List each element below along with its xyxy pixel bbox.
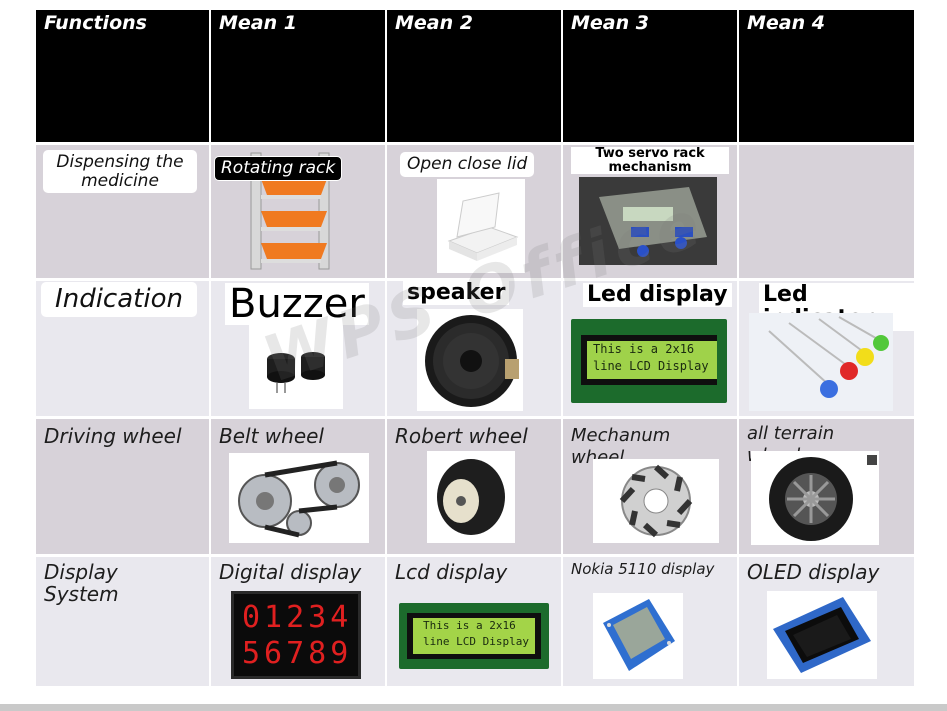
function-indication-cell: Indication: [36, 281, 209, 416]
function-dispensing-label: Dispensing the medicine: [44, 151, 196, 193]
function-dispensing-cell: Dispensing the medicine: [36, 145, 209, 278]
nokia-display-cell: Nokia 5110 display: [563, 557, 737, 686]
seven-segment-image: 01234 56789: [231, 591, 361, 679]
robert-wheel-image: [427, 451, 515, 543]
function-display-label: Display System: [44, 560, 119, 606]
dispensing-mean-4-empty-cell: [739, 145, 914, 278]
servo-mechanism-image: [579, 177, 717, 265]
lcd-module-image: This is a 2x16 line LCD Display: [571, 319, 727, 403]
nokia-display-image: [593, 593, 683, 679]
belt-wheel-label: Belt wheel: [219, 424, 324, 448]
digits-row-1: 01234: [242, 600, 353, 635]
function-driving-label: Driving wheel: [44, 424, 182, 448]
buzzer-cell: Buzzer: [211, 281, 385, 416]
oled-display-cell: OLED display: [739, 557, 914, 686]
open-close-lid-cell: Open close lid: [387, 145, 561, 278]
led-indicator-cell: Led indicator: [739, 281, 914, 416]
lcd-line-2: line LCD Display: [593, 359, 709, 373]
belt-wheel-cell: Belt wheel: [211, 419, 385, 554]
led-display-cell: Led display This is a 2x16 line LCD Disp…: [563, 281, 737, 416]
digits-row-2: 56789: [242, 636, 353, 671]
header-mean-1: Mean 1: [211, 10, 385, 142]
all-terrain-wheel-image: [751, 451, 879, 545]
mechanum-wheel-image: [593, 459, 719, 543]
header-functions: Functions: [36, 10, 209, 142]
morphological-chart-table: Functions Mean 1 Mean 2 Mean 3 Mean 4 Di…: [36, 10, 914, 686]
digital-display-cell: Digital display 01234 56789: [211, 557, 385, 686]
robert-wheel-label: Robert wheel: [395, 424, 528, 448]
buzzer-image: [249, 319, 343, 409]
oled-display-label: OLED display: [747, 560, 880, 584]
header-mean-4: Mean 4: [739, 10, 914, 142]
all-terrain-wheel-cell: all terrain wheels: [739, 419, 914, 554]
two-servo-rack-label: Two servo rack mechanism: [571, 147, 729, 175]
speaker-label: speaker: [403, 281, 510, 306]
robert-wheel-cell: Robert wheel: [387, 419, 561, 554]
rotating-rack-label: Rotating rack: [215, 157, 342, 180]
nokia-display-label: Nokia 5110 display: [571, 560, 715, 578]
belt-wheel-image: [229, 453, 369, 543]
header-mean-3: Mean 3: [563, 10, 737, 142]
led-display-label: Led display: [583, 282, 732, 308]
rotating-rack-cell: Rotating rack: [211, 145, 385, 278]
lcd2-line-2: line LCD Display: [423, 635, 529, 648]
buzzer-label: Buzzer: [225, 283, 369, 325]
lcd-line-1: This is a 2x16: [593, 342, 695, 356]
lcd2-line-1: This is a 2x16: [423, 619, 516, 632]
oled-display-image: [767, 591, 877, 679]
lid-box-image: [437, 179, 525, 273]
header-mean-2: Mean 2: [387, 10, 561, 142]
two-servo-rack-cell: Two servo rack mechanism: [563, 145, 737, 278]
digital-display-label: Digital display: [219, 560, 362, 584]
bottom-bar: [0, 704, 947, 711]
mechanum-wheel-cell: Mechanum wheel: [563, 419, 737, 554]
lcd-display-cell: Lcd display This is a 2x16 line LCD Disp…: [387, 557, 561, 686]
function-driving-cell: Driving wheel: [36, 419, 209, 554]
lcd-display-label: Lcd display: [395, 560, 508, 584]
led-bulbs-image: [749, 313, 893, 411]
speaker-cell: speaker: [387, 281, 561, 416]
function-indication-label: Indication: [42, 283, 196, 316]
rotating-rack-image: [250, 152, 330, 270]
open-close-lid-label: Open close lid: [401, 153, 534, 176]
function-display-cell: Display System: [36, 557, 209, 686]
lcd-display-image: This is a 2x16 line LCD Display: [399, 603, 549, 669]
speaker-image: [417, 309, 523, 411]
